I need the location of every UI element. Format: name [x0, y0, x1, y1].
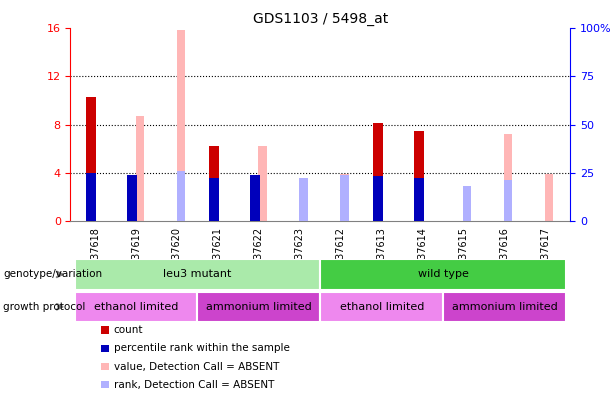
Bar — [177, 171, 185, 221]
Bar — [340, 175, 349, 221]
Bar — [86, 97, 96, 221]
Bar — [75, 292, 197, 322]
Text: value, Detection Call = ABSENT: value, Detection Call = ABSENT — [114, 362, 279, 371]
Bar — [414, 178, 424, 221]
Text: ammonium limited: ammonium limited — [452, 302, 557, 312]
Bar — [463, 186, 471, 221]
Text: ethanol limited: ethanol limited — [340, 302, 424, 312]
Bar — [259, 146, 267, 221]
Text: count: count — [114, 325, 143, 335]
Bar — [299, 178, 308, 221]
Text: rank, Detection Call = ABSENT: rank, Detection Call = ABSENT — [114, 380, 274, 390]
Bar — [340, 174, 349, 221]
Bar — [443, 292, 566, 322]
Bar — [86, 173, 96, 221]
Bar — [321, 292, 443, 322]
Text: leu3 mutant: leu3 mutant — [163, 269, 232, 279]
Bar — [209, 178, 219, 221]
Bar — [128, 175, 137, 221]
Bar — [373, 124, 383, 221]
Bar — [504, 134, 512, 221]
Text: ethanol limited: ethanol limited — [94, 302, 178, 312]
Bar — [545, 174, 554, 221]
Text: percentile rank within the sample: percentile rank within the sample — [114, 343, 290, 353]
Text: ammonium limited: ammonium limited — [206, 302, 312, 312]
Bar — [414, 130, 424, 221]
Text: growth protocol: growth protocol — [3, 302, 85, 312]
Title: GDS1103 / 5498_at: GDS1103 / 5498_at — [253, 12, 388, 26]
Bar — [209, 146, 219, 221]
Text: wild type: wild type — [417, 269, 468, 279]
Bar — [321, 259, 566, 290]
Text: genotype/variation: genotype/variation — [3, 269, 102, 279]
Bar — [75, 259, 321, 290]
Bar — [197, 292, 321, 322]
Bar — [504, 180, 512, 221]
Bar — [373, 175, 383, 221]
Bar — [177, 30, 185, 221]
Bar — [250, 175, 261, 221]
Bar — [135, 116, 144, 221]
